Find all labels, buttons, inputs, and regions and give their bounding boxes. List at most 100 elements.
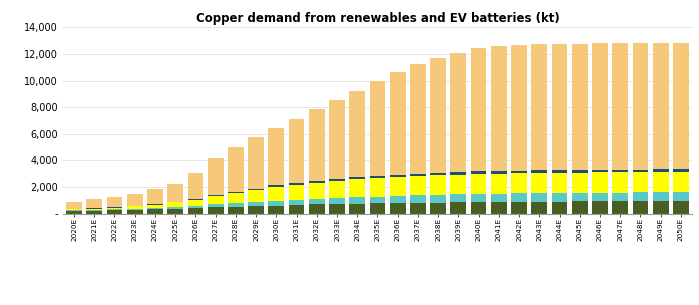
Bar — [87, 210, 102, 214]
Bar — [289, 205, 305, 213]
Bar — [552, 44, 568, 170]
Bar — [208, 204, 224, 207]
Bar — [612, 172, 628, 192]
Bar — [450, 52, 466, 172]
Bar — [491, 202, 507, 213]
Bar — [410, 176, 426, 196]
Bar — [268, 201, 284, 206]
Bar — [147, 205, 163, 208]
Bar — [167, 202, 183, 203]
Bar — [470, 202, 487, 213]
Bar — [350, 179, 365, 197]
Bar — [511, 171, 527, 173]
Bar — [309, 183, 324, 199]
Bar — [552, 173, 568, 193]
Bar — [228, 192, 244, 193]
Bar — [390, 177, 405, 196]
Bar — [66, 209, 82, 210]
Bar — [572, 193, 588, 202]
Bar — [370, 81, 385, 176]
Bar — [653, 43, 668, 170]
Bar — [107, 207, 122, 209]
Bar — [370, 196, 385, 203]
Bar — [309, 109, 324, 181]
Bar — [248, 202, 264, 206]
Bar — [653, 201, 668, 214]
Bar — [187, 173, 203, 199]
Bar — [592, 172, 608, 193]
Bar — [633, 201, 648, 214]
Bar — [410, 64, 426, 174]
Bar — [592, 201, 608, 214]
Bar — [673, 192, 689, 201]
Bar — [350, 204, 365, 213]
Bar — [127, 209, 143, 210]
Bar — [531, 173, 547, 193]
Bar — [431, 203, 446, 214]
Bar — [592, 43, 608, 170]
Bar — [329, 198, 345, 204]
Bar — [633, 192, 648, 201]
Bar — [289, 185, 305, 200]
Bar — [491, 171, 507, 174]
Bar — [470, 174, 487, 194]
Bar — [127, 210, 143, 213]
Bar — [410, 196, 426, 203]
Bar — [531, 170, 547, 173]
Bar — [66, 210, 82, 211]
Bar — [248, 206, 264, 213]
Bar — [329, 100, 345, 179]
Bar — [370, 203, 385, 213]
Bar — [208, 196, 224, 204]
Bar — [410, 203, 426, 214]
Bar — [390, 175, 405, 177]
Bar — [370, 176, 385, 178]
Bar — [350, 197, 365, 204]
Bar — [329, 179, 345, 181]
Bar — [208, 195, 224, 196]
Bar — [673, 169, 689, 172]
Bar — [552, 202, 568, 214]
Bar — [248, 190, 264, 202]
Bar — [431, 173, 446, 175]
Bar — [167, 207, 183, 209]
Bar — [633, 43, 648, 170]
Bar — [228, 193, 244, 203]
Bar — [147, 204, 163, 205]
Bar — [127, 194, 143, 206]
Bar — [511, 202, 527, 213]
Bar — [370, 178, 385, 196]
Bar — [87, 209, 102, 210]
Bar — [268, 187, 284, 201]
Bar — [289, 119, 305, 183]
Bar — [491, 174, 507, 194]
Bar — [228, 207, 244, 214]
Bar — [107, 197, 122, 207]
Bar — [268, 128, 284, 185]
Bar — [511, 173, 527, 193]
Bar — [87, 199, 102, 208]
Bar — [592, 193, 608, 201]
Title: Copper demand from renewables and EV batteries (kt): Copper demand from renewables and EV bat… — [196, 12, 559, 25]
Bar — [309, 199, 324, 204]
Bar — [491, 46, 507, 171]
Bar — [572, 173, 588, 193]
Bar — [552, 170, 568, 173]
Bar — [653, 172, 668, 192]
Bar — [167, 184, 183, 202]
Bar — [248, 189, 264, 190]
Bar — [612, 43, 628, 170]
Bar — [329, 181, 345, 198]
Bar — [66, 202, 82, 209]
Bar — [633, 170, 648, 172]
Bar — [612, 170, 628, 172]
Bar — [167, 203, 183, 207]
Bar — [450, 202, 466, 213]
Bar — [289, 183, 305, 185]
Bar — [572, 202, 588, 214]
Bar — [531, 45, 547, 170]
Bar — [107, 210, 122, 213]
Bar — [208, 158, 224, 195]
Bar — [329, 204, 345, 214]
Bar — [531, 193, 547, 202]
